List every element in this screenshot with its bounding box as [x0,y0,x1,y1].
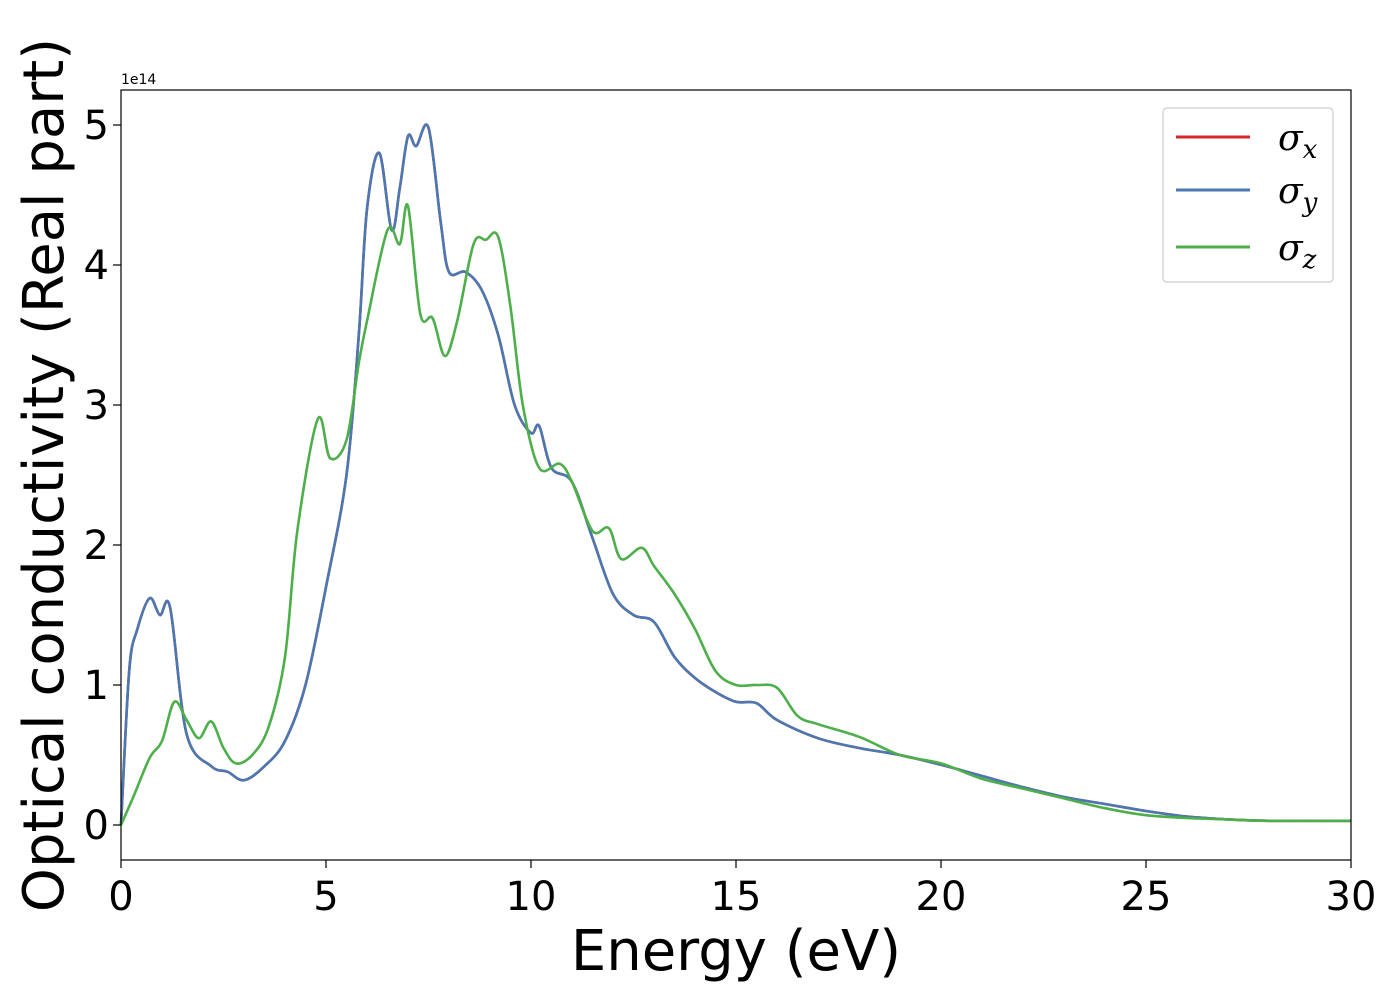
x-tick-label: 20 [916,874,967,920]
y-tick-label: 2 [84,523,109,569]
legend: σx σy σz [1162,107,1334,283]
y-axis-title: Optical conductivity (Real part) [12,38,77,912]
x-tick-label: 25 [1121,874,1172,920]
x-tick-label: 15 [711,874,762,920]
y-tick-label: 5 [84,103,109,149]
y-tick-label: 3 [84,383,109,429]
series-layer [119,123,1352,826]
y-tick-label: 0 [84,803,109,849]
legend-label-sigma-z: σz [1278,228,1317,275]
y-tick-label: 4 [84,243,109,289]
y-offset-label: 1e14 [121,72,156,88]
x-tick-label: 10 [506,874,557,920]
series-line-sigma-z [119,203,1352,826]
legend-label-sigma-x: σx [1278,118,1318,165]
x-tick-label: 0 [108,874,133,920]
x-axis-ticks: 0 5 10 15 20 25 30 [108,860,1376,920]
legend-label-sigma-y: σy [1278,171,1318,218]
y-tick-label: 1 [84,663,109,709]
x-tick-label: 5 [313,874,338,920]
x-tick-label: 30 [1326,874,1377,920]
legend-box [1162,107,1334,283]
x-axis-title: Energy (eV) [571,919,901,984]
y-axis-ticks: 0 1 2 3 4 5 [84,103,121,849]
plot-background [121,90,1351,860]
